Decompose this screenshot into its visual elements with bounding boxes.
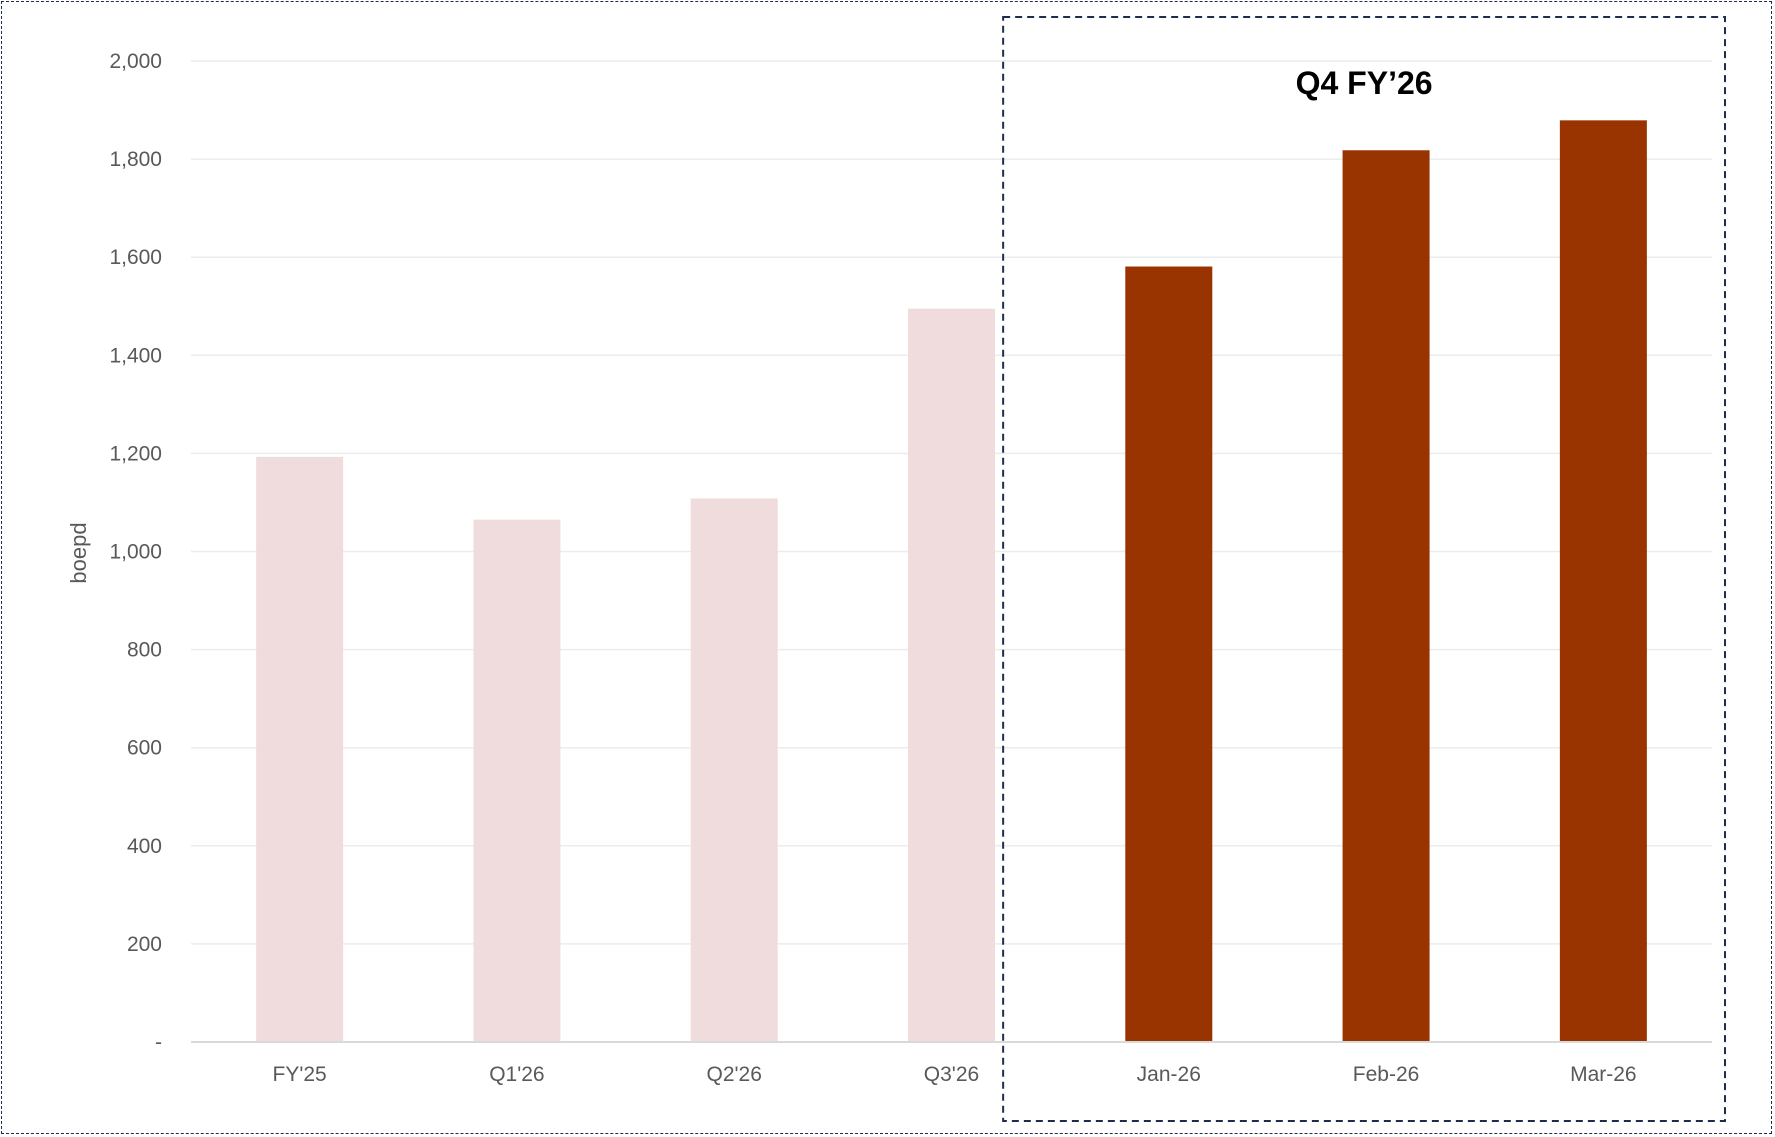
bar-q2-26	[690, 498, 778, 1042]
x-axis-ticks: FY'25 Q1'26 Q2'26 Q3'26 Jan-26 Feb-26 Mar-26	[273, 1063, 1637, 1086]
highlight-group-label: Q4 FY’26	[1296, 65, 1433, 101]
x-tick-label: Q3'26	[924, 1063, 979, 1086]
bar-q3-26	[908, 308, 995, 1042]
y-tick-label: 200	[127, 933, 162, 956]
highlight-box	[1002, 16, 1726, 1122]
y-tick-label: 1,000	[109, 541, 162, 564]
x-tick-label: Q1'26	[489, 1063, 544, 1086]
y-tick-label: 600	[127, 737, 162, 760]
y-tick-label: 1,800	[109, 148, 162, 171]
bar-mar-26	[1559, 120, 1647, 1042]
y-tick-label: 1,200	[109, 442, 162, 465]
y-tick-label: 800	[127, 639, 162, 662]
bar-feb-26	[1342, 150, 1430, 1042]
x-tick-label: FY'25	[273, 1063, 327, 1086]
bar-fy-25	[256, 456, 344, 1042]
y-tick-label: 2,000	[109, 50, 162, 73]
y-tick-label: 400	[127, 835, 162, 858]
x-tick-label: Q2'26	[707, 1063, 762, 1086]
y-tick-label: -	[155, 1031, 162, 1054]
x-tick-label: Mar-26	[1570, 1063, 1637, 1086]
bar-q1-26	[473, 519, 561, 1042]
bars	[256, 120, 1647, 1042]
y-tick-label: 1,400	[109, 344, 162, 367]
bar-jan-26	[1125, 266, 1213, 1042]
y-axis-title: boepd	[66, 522, 91, 583]
y-tick-label: 1,600	[109, 246, 162, 269]
x-tick-label: Feb-26	[1353, 1063, 1420, 1086]
x-tick-label: Jan-26	[1137, 1063, 1201, 1086]
y-axis-ticks: - 200 400 600 800 1,000 1,200 1,400 1,600 1,800 2,…	[109, 50, 162, 1054]
gridlines	[191, 60, 1712, 945]
